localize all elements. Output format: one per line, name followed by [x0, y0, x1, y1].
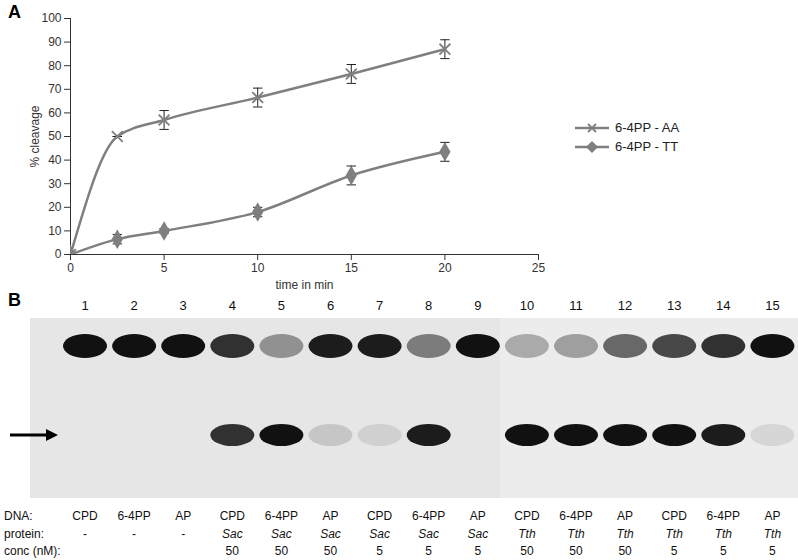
- svg-text:Tth: Tth: [764, 527, 782, 541]
- svg-text:5: 5: [769, 544, 776, 558]
- svg-text:Sac: Sac: [369, 527, 390, 541]
- svg-text:70: 70: [48, 82, 62, 96]
- svg-text:50: 50: [48, 129, 62, 143]
- svg-text:6-4PP: 6-4PP: [265, 509, 298, 523]
- svg-text:5: 5: [425, 544, 432, 558]
- svg-text:90: 90: [48, 35, 62, 49]
- svg-text:CPD: CPD: [662, 509, 688, 523]
- svg-text:15: 15: [345, 261, 359, 275]
- svg-text:0: 0: [55, 247, 62, 261]
- svg-text:conc (nM):: conc (nM):: [4, 544, 61, 558]
- svg-text:8: 8: [425, 298, 432, 313]
- svg-text:CPD: CPD: [220, 509, 246, 523]
- svg-text:6-4PP: 6-4PP: [559, 509, 592, 523]
- svg-text:10: 10: [48, 224, 62, 238]
- svg-text:0: 0: [67, 261, 74, 275]
- html-text:A: A: [8, 2, 21, 22]
- svg-text:50: 50: [618, 544, 632, 558]
- svg-text:protein:: protein:: [4, 527, 44, 541]
- svg-text:CPD: CPD: [72, 509, 98, 523]
- svg-text:20: 20: [438, 261, 452, 275]
- html-text:B: B: [8, 290, 21, 310]
- svg-text:50: 50: [226, 544, 240, 558]
- svg-text:3: 3: [180, 298, 187, 313]
- svg-text:CPD: CPD: [514, 509, 540, 523]
- svg-text:AP: AP: [175, 509, 191, 523]
- svg-text:11: 11: [569, 298, 583, 313]
- html-text:6-4PP - TT: 6-4PP - TT: [615, 139, 679, 154]
- svg-text:9: 9: [474, 298, 481, 313]
- svg-text:Tth: Tth: [666, 527, 684, 541]
- svg-text:50: 50: [520, 544, 534, 558]
- svg-text:-: -: [83, 527, 87, 541]
- svg-text:12: 12: [618, 298, 632, 313]
- html-text:6-4PP - AA: 6-4PP - AA: [615, 120, 680, 135]
- svg-text:CPD: CPD: [367, 509, 393, 523]
- svg-text:50: 50: [324, 544, 338, 558]
- svg-text:2: 2: [130, 298, 137, 313]
- svg-text:5: 5: [474, 544, 481, 558]
- svg-text:Tth: Tth: [616, 527, 634, 541]
- svg-text:5: 5: [278, 298, 285, 313]
- svg-text:60: 60: [48, 106, 62, 120]
- svg-text:Sac: Sac: [467, 527, 488, 541]
- svg-text:40: 40: [48, 153, 62, 167]
- svg-text:-: -: [181, 527, 185, 541]
- svg-text:50: 50: [569, 544, 583, 558]
- svg-text:AP: AP: [617, 509, 633, 523]
- svg-text:time in min: time in min: [275, 278, 333, 292]
- svg-text:20: 20: [48, 200, 62, 214]
- svg-text:6-4PP: 6-4PP: [412, 509, 445, 523]
- svg-text:10: 10: [251, 261, 265, 275]
- svg-text:50: 50: [275, 544, 289, 558]
- svg-text:80: 80: [48, 59, 62, 73]
- svg-text:Tth: Tth: [715, 527, 733, 541]
- svg-text:DNA:: DNA:: [4, 509, 33, 523]
- svg-text:1: 1: [81, 298, 88, 313]
- svg-text:Sac: Sac: [418, 527, 439, 541]
- svg-text:7: 7: [376, 298, 383, 313]
- svg-text:30: 30: [48, 177, 62, 191]
- svg-text:13: 13: [667, 298, 681, 313]
- svg-text:6-4PP: 6-4PP: [707, 509, 740, 523]
- svg-text:Sac: Sac: [320, 527, 341, 541]
- svg-text:15: 15: [765, 298, 779, 313]
- svg-text:4: 4: [229, 298, 236, 313]
- svg-text:AP: AP: [322, 509, 338, 523]
- svg-text:6-4PP: 6-4PP: [117, 509, 150, 523]
- svg-text:Sac: Sac: [222, 527, 243, 541]
- svg-text:Sac: Sac: [271, 527, 292, 541]
- svg-text:14: 14: [716, 298, 730, 313]
- svg-text:-: -: [132, 527, 136, 541]
- svg-text:5: 5: [376, 544, 383, 558]
- svg-text:6: 6: [327, 298, 334, 313]
- svg-text:25: 25: [532, 261, 546, 275]
- svg-text:5: 5: [161, 261, 168, 275]
- svg-text:% cleavage: % cleavage: [28, 105, 42, 167]
- svg-text:5: 5: [720, 544, 727, 558]
- svg-text:AP: AP: [470, 509, 486, 523]
- svg-text:10: 10: [520, 298, 534, 313]
- svg-text:Tth: Tth: [567, 527, 585, 541]
- svg-text:100: 100: [41, 11, 61, 25]
- svg-text:AP: AP: [764, 509, 780, 523]
- svg-text:Tth: Tth: [518, 527, 536, 541]
- svg-text:5: 5: [671, 544, 678, 558]
